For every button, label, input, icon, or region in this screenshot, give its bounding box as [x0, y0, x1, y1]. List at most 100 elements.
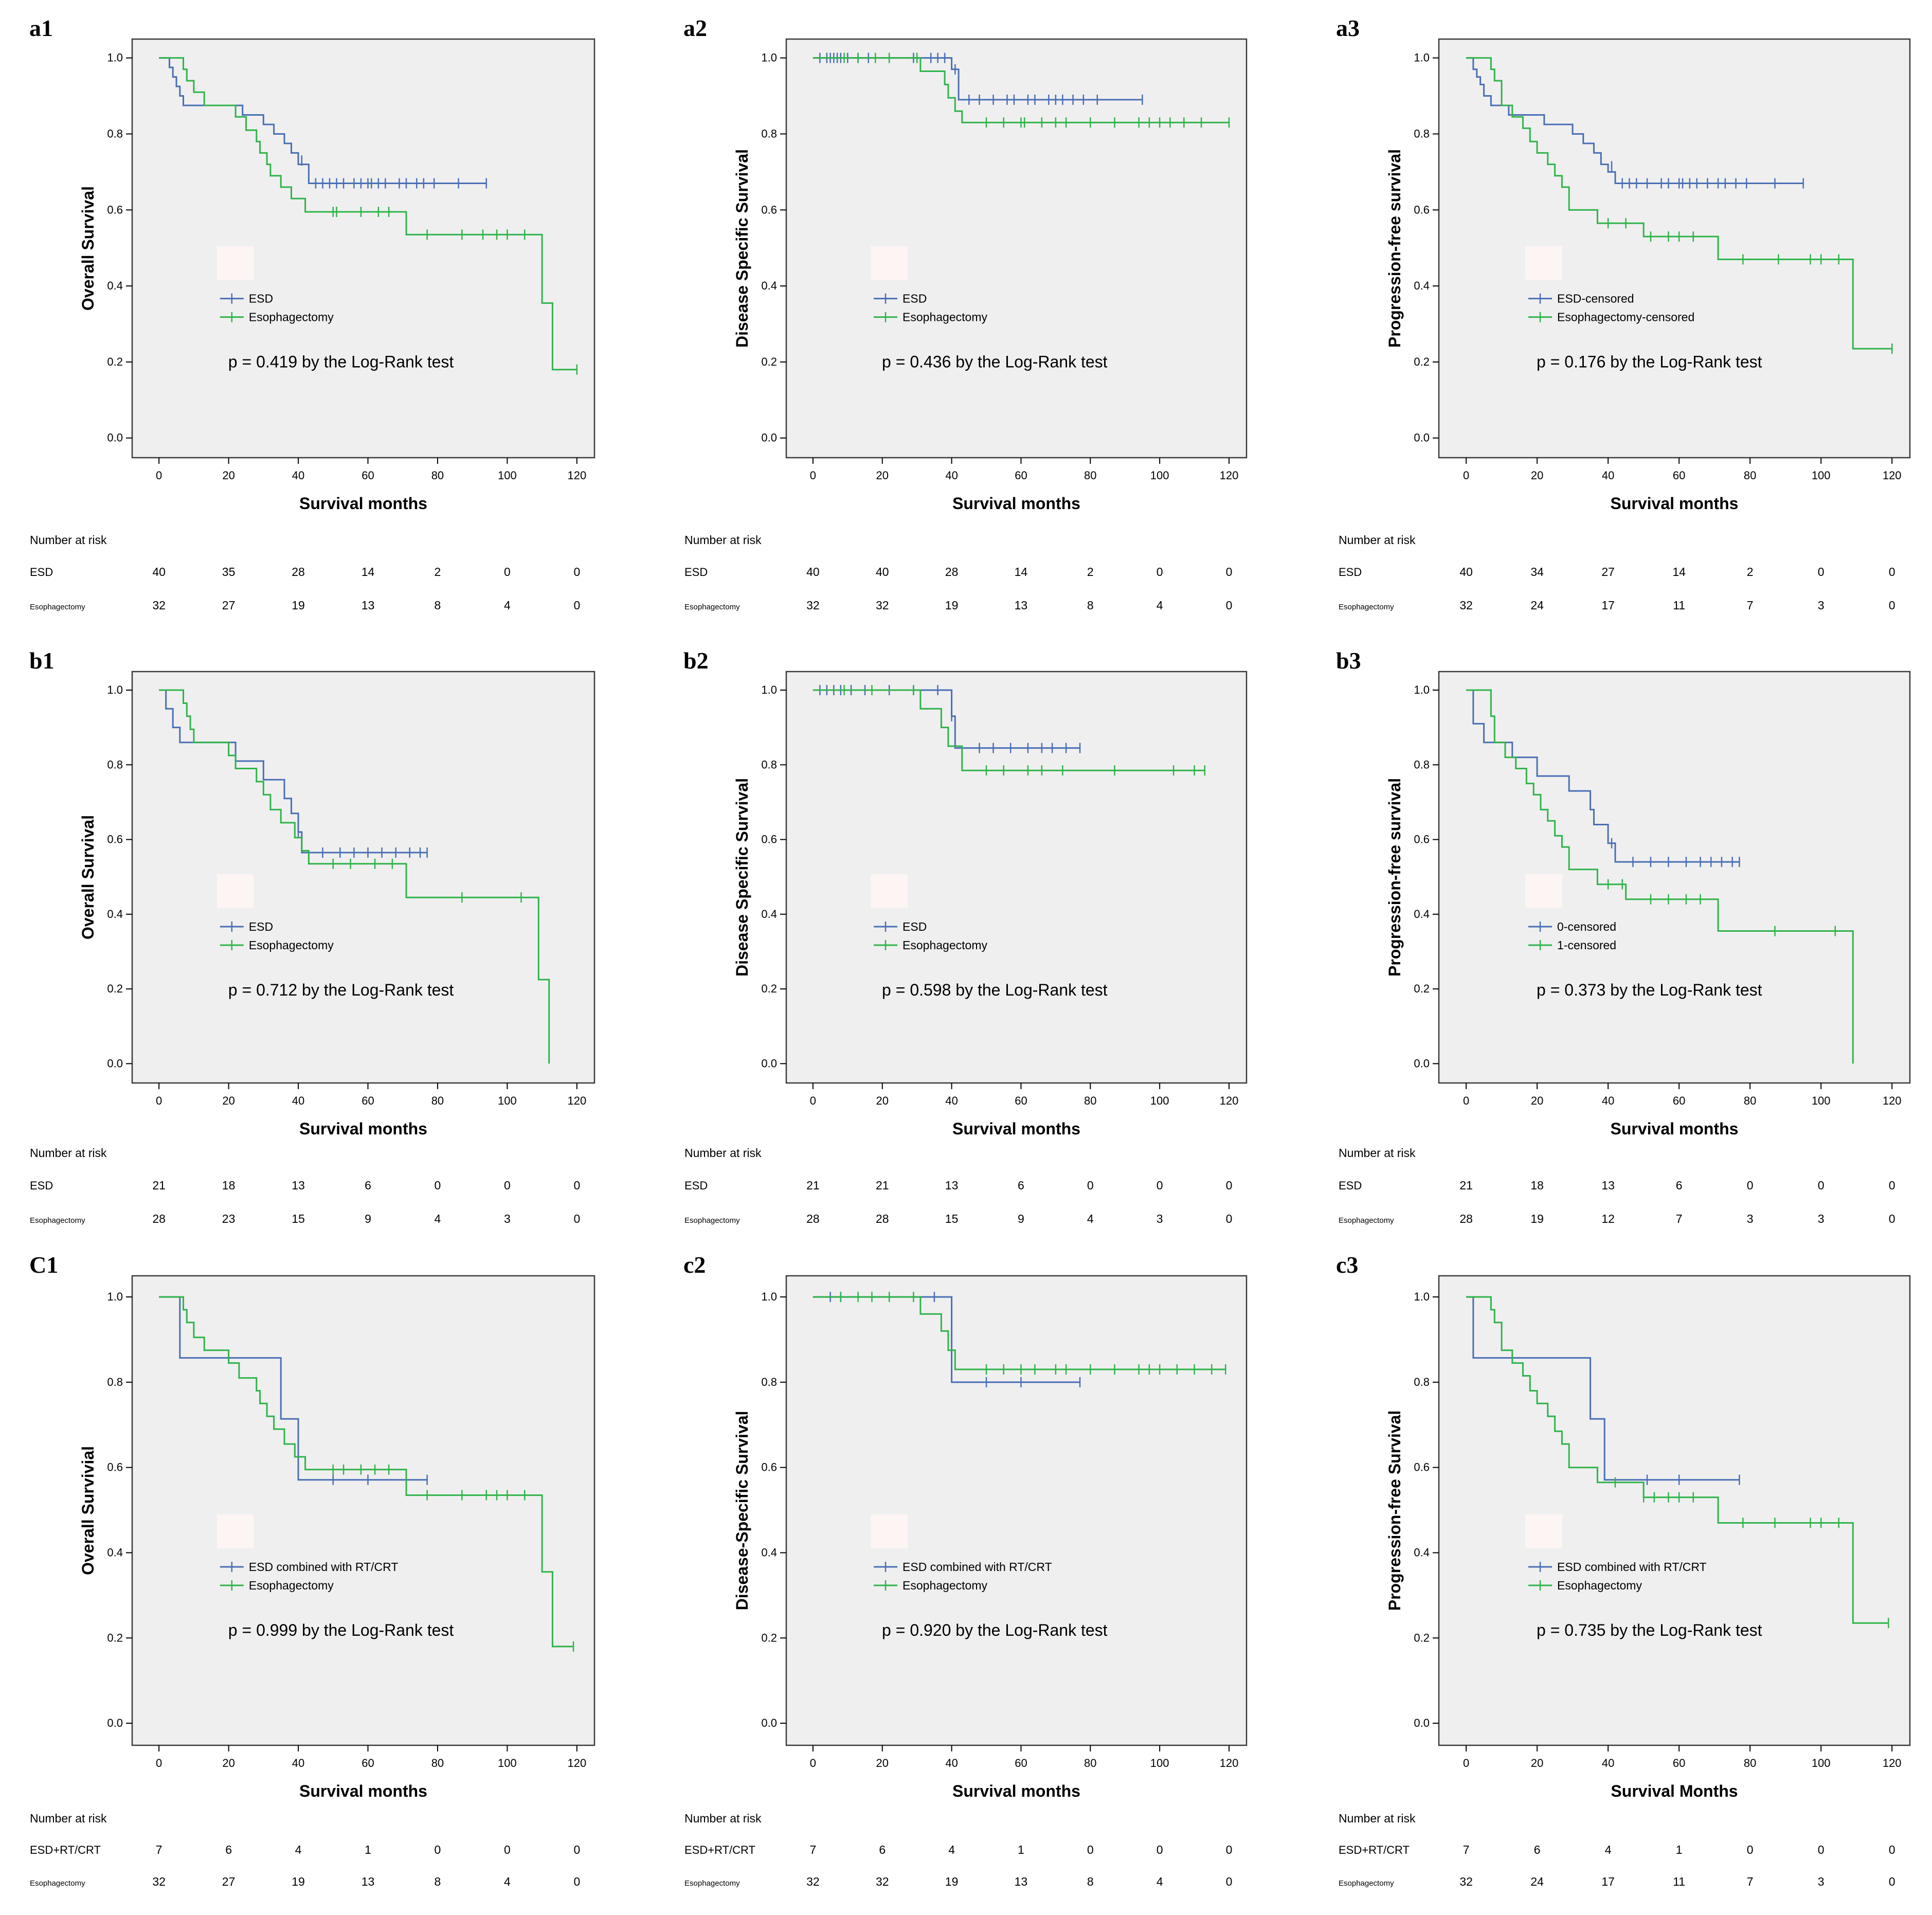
- risk-count: 1: [1018, 1843, 1024, 1856]
- risk-row-label: Esophagectomy: [1339, 1879, 1394, 1888]
- km-step-line: [1466, 1296, 1740, 1481]
- risk-count: 13: [292, 1179, 305, 1192]
- risk-count: 13: [362, 599, 375, 612]
- risk-count: 0: [573, 1843, 580, 1856]
- x-tick-label: 20: [1531, 469, 1543, 482]
- y-tick-label: 0.0: [1414, 1717, 1430, 1729]
- y-tick-label: 0.4: [107, 1546, 123, 1559]
- risk-count: 6: [1018, 1179, 1024, 1192]
- y-tick-label: 0.2: [1414, 982, 1430, 995]
- risk-count: 1: [365, 1843, 371, 1856]
- plot-area: [785, 671, 1248, 1084]
- risk-count: 2: [435, 565, 441, 579]
- x-tick-label: 100: [1812, 469, 1831, 482]
- risk-count: 0: [1226, 1843, 1233, 1856]
- risk-count: 13: [1015, 599, 1028, 612]
- km-series-esophagectomy: [1466, 57, 1893, 354]
- x-tick-label: 120: [567, 1094, 586, 1107]
- km-panel-c2: c20.00.20.40.60.81.00 20 40 60 80 100 120Survi…: [683, 1252, 1248, 1888]
- y-axis-title: Progression-free survival: [1385, 149, 1404, 348]
- risk-count: 0: [1889, 1179, 1895, 1192]
- risk-count: 0: [1747, 1179, 1754, 1192]
- risk-count: 40: [152, 565, 166, 579]
- x-tick-label: 100: [1812, 1757, 1831, 1769]
- risk-count: 27: [1601, 565, 1615, 579]
- p-value-text: p = 0.920 by the Log-Rank test: [882, 1621, 1108, 1639]
- risk-count: 28: [152, 1212, 166, 1225]
- y-tick-label: 0.6: [761, 833, 777, 846]
- legend-label: Esophagectomy: [902, 311, 987, 324]
- risk-row-label: ESD+RT/CRT: [684, 1844, 755, 1856]
- risk-count: 0: [1889, 1212, 1895, 1225]
- x-tick-label: 120: [1220, 1757, 1239, 1769]
- y-axis-title: Overall Survival: [79, 186, 97, 311]
- y-tick-label: 0.4: [107, 279, 123, 292]
- p-value-text: p = 0.176 by the Log-Rank test: [1537, 353, 1762, 371]
- y-tick-label: 0.8: [1414, 1376, 1430, 1388]
- y-tick-label: 0.8: [761, 127, 777, 140]
- x-tick-label: 60: [1673, 1094, 1685, 1107]
- risk-count: 13: [1601, 1179, 1615, 1192]
- x-tick-label: 0: [1463, 1757, 1469, 1769]
- y-tick-label: 0.2: [107, 1631, 123, 1644]
- risk-count: 0: [435, 1843, 441, 1856]
- risk-count: 32: [1459, 599, 1473, 612]
- x-tick-label: 60: [1673, 1757, 1685, 1769]
- risk-count: 4: [1157, 599, 1163, 612]
- km-panel-c3: c30.00.20.40.60.81.00 20 40 60 80 100 120Survi…: [1336, 1252, 1911, 1888]
- x-axis-title: Survival months: [299, 1782, 427, 1800]
- x-tick-label: 0: [156, 1757, 162, 1769]
- km-series-treatment: [159, 689, 428, 858]
- p-value-text: p = 0.735 by the Log-Rank test: [1537, 1621, 1762, 1639]
- y-tick-label: 0.6: [761, 1461, 777, 1474]
- risk-row-label: ESD: [30, 1179, 53, 1192]
- risk-count: 6: [1676, 1179, 1683, 1192]
- x-tick-label: 40: [945, 469, 958, 482]
- plot-area: [131, 1275, 595, 1746]
- plot-area: [1438, 38, 1911, 459]
- risk-count: 9: [365, 1212, 371, 1225]
- y-tick-label: 0.0: [1414, 431, 1430, 444]
- x-tick-label: 20: [222, 469, 234, 482]
- risk-count: 0: [1889, 1843, 1895, 1856]
- risk-count: 12: [1601, 1212, 1615, 1225]
- x-axis-title: Survival months: [952, 494, 1080, 513]
- risk-count: 6: [879, 1843, 886, 1856]
- x-tick-label: 80: [431, 469, 444, 482]
- risk-count: 0: [1889, 565, 1895, 579]
- legend-label: Esophagectomy: [902, 938, 987, 952]
- risk-row-label: Esophagectomy: [684, 1879, 740, 1888]
- plot-area: [785, 1275, 1248, 1746]
- risk-count: 8: [1087, 599, 1094, 612]
- km-step-line: [812, 57, 1229, 123]
- risk-count: 7: [156, 1843, 162, 1856]
- km-series-treatment: [159, 57, 487, 189]
- risk-count: 0: [1889, 599, 1895, 612]
- risk-count: 28: [292, 565, 305, 579]
- x-tick-label: 20: [1531, 1757, 1543, 1769]
- y-tick-label: 0.8: [761, 758, 777, 771]
- y-tick-label: 0.2: [107, 355, 123, 368]
- risk-count: 27: [222, 1875, 236, 1888]
- panel-label: b2: [683, 647, 709, 674]
- x-tick-label: 100: [1812, 1094, 1831, 1107]
- risk-count: 3: [1818, 1875, 1825, 1888]
- plot-area: [131, 671, 595, 1084]
- risk-count: 0: [1157, 1179, 1163, 1192]
- p-value-text: p = 0.436 by the Log-Rank test: [882, 353, 1108, 371]
- risk-count: 32: [152, 599, 166, 612]
- risk-row-label: Esophagectomy: [684, 603, 740, 611]
- km-panel-C1: C10.00.20.40.60.81.00 20 40 60 80 100 120Survi…: [29, 1252, 595, 1888]
- y-tick-label: 1.0: [1414, 51, 1430, 64]
- x-tick-label: 80: [1744, 1094, 1756, 1107]
- y-axis-title: Progression-free Survival: [1385, 1411, 1404, 1611]
- x-tick-label: 100: [498, 1094, 517, 1107]
- risk-count: 28: [1459, 1212, 1473, 1225]
- x-tick-label: 20: [222, 1757, 234, 1769]
- y-tick-label: 0.4: [107, 908, 123, 920]
- risk-count: 4: [504, 599, 511, 612]
- y-tick-label: 1.0: [761, 683, 777, 696]
- risk-row-label: ESD: [684, 566, 708, 579]
- risk-count: 19: [292, 599, 305, 612]
- risk-count: 32: [876, 1875, 889, 1888]
